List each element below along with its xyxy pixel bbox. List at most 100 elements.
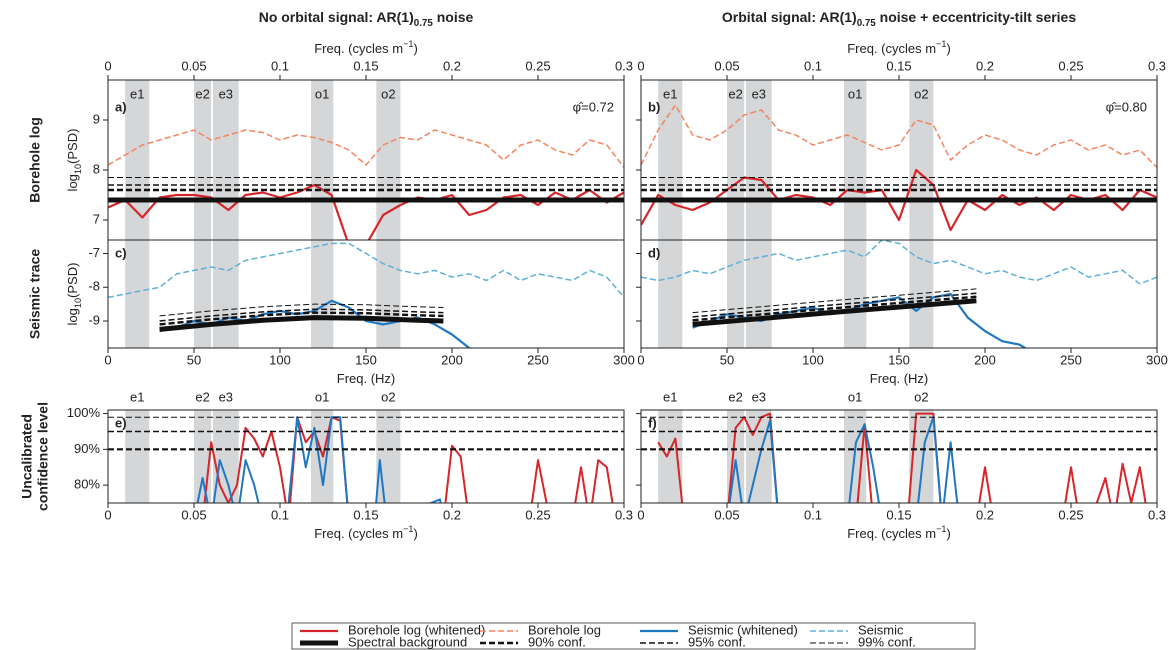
y-tick-label: -8: [88, 279, 100, 294]
x-tick-label: 0: [637, 352, 644, 367]
panel-frame: [640, 409, 1158, 504]
panel-label: a): [115, 99, 127, 114]
x-tick-label: 0.1: [271, 58, 289, 73]
x-tick-label: 0: [104, 58, 111, 73]
band-label: o2: [381, 389, 395, 404]
y-tick-label: 80%: [74, 477, 100, 492]
x-tick-label: 0: [104, 352, 111, 367]
x-tick-label: 0.3: [615, 58, 633, 73]
orbital-band: [212, 410, 239, 503]
label-part: −1: [403, 39, 413, 49]
series-line: [108, 242, 624, 299]
x-tick-label: 0.05: [181, 507, 206, 522]
series-group: [108, 242, 624, 348]
x-tick-label: 0: [637, 58, 644, 73]
orbital-band: [212, 80, 239, 348]
band-label: e1: [663, 86, 677, 101]
orbital-band: [376, 80, 401, 348]
series-line: [108, 183, 624, 240]
row-label: Seismic trace: [27, 249, 43, 339]
label-part: 0.75: [857, 18, 877, 29]
annotation: φ̂=0.80: [1106, 99, 1147, 114]
series-line: [159, 303, 444, 317]
y-tick-label: 7: [93, 211, 100, 226]
x-tick-label: 0.3: [1148, 507, 1166, 522]
x-tick-label: 0.15: [886, 58, 911, 73]
y-tick-label: -7: [88, 245, 100, 260]
series-group: [108, 416, 624, 503]
y-axis-title: log10(PSD): [65, 263, 83, 326]
row-label: confidence level: [35, 402, 51, 511]
label-part: noise + eccentricity-tilt series: [876, 9, 1077, 25]
x-axis-title: Freq. (cycles m−1): [847, 524, 951, 541]
band-label: e2: [728, 86, 742, 101]
band-label: e2: [195, 86, 209, 101]
series-line: [692, 295, 977, 322]
band-label: e1: [130, 86, 144, 101]
orbital-band: [658, 80, 683, 348]
label-part: (PSD): [65, 129, 80, 164]
label-part: Freq. (cycles m: [314, 526, 403, 541]
band-label: e3: [752, 389, 766, 404]
series-line: [159, 311, 444, 326]
x-tick-label: 250: [1060, 352, 1082, 367]
x-tick-label: 0.2: [443, 58, 461, 73]
annotation: φ̂=0.72: [573, 99, 614, 114]
series-line: [657, 412, 1147, 503]
x-axis-title: Freq. (cycles m−1): [847, 39, 951, 56]
band-label: o2: [381, 86, 395, 101]
band-label: e1: [663, 389, 677, 404]
series-line: [108, 129, 624, 168]
series-group: [641, 412, 1157, 503]
x-axis-title: Freq. (cycles m−1): [314, 39, 418, 56]
panel-frame: [107, 79, 625, 241]
orbital-band: [658, 410, 683, 503]
x-tick-label: 150: [355, 352, 377, 367]
y-tick-label: 90%: [74, 441, 100, 456]
x-axis-title: Freq. (Hz): [870, 371, 929, 386]
band-label: o1: [848, 389, 862, 404]
panel-label: f): [648, 415, 657, 430]
panel-label: e): [115, 415, 127, 430]
orbital-band: [125, 410, 150, 503]
x-tick-label: 0.25: [1058, 58, 1083, 73]
label-part: log: [65, 308, 80, 325]
label-part: ): [946, 41, 950, 56]
label-part: −1: [403, 524, 413, 534]
band-label: e3: [219, 86, 233, 101]
orbital-band: [727, 80, 745, 348]
panel-frame: [107, 409, 625, 504]
x-tick-label: 100: [269, 352, 291, 367]
label-part: 10: [73, 164, 83, 174]
y-tick-label: 8: [93, 161, 100, 176]
series-group: [641, 240, 1157, 348]
x-tick-label: 0.15: [353, 58, 378, 73]
x-tick-label: 50: [187, 352, 201, 367]
x-tick-label: 0.25: [525, 507, 550, 522]
x-tick-label: 0.05: [714, 58, 739, 73]
orbital-band: [310, 80, 334, 348]
band-label: e3: [752, 86, 766, 101]
legend-label: 95% conf.: [688, 634, 746, 649]
x-tick-label: 0.1: [271, 507, 289, 522]
label-part: 10: [73, 298, 83, 308]
panel-frame: [640, 239, 1158, 349]
x-axis-title: Freq. (Hz): [337, 371, 396, 386]
label-part: 0.75: [414, 18, 434, 29]
y-tick-label: -9: [88, 312, 100, 327]
x-tick-label: 0.2: [976, 507, 994, 522]
band-label: o1: [848, 86, 862, 101]
row-label: Uncalibrated: [19, 414, 35, 499]
label-part: Freq. (Hz): [337, 371, 396, 386]
column-title: No orbital signal: AR(1)0.75 noise: [259, 9, 474, 29]
panel-frame: [640, 79, 1158, 241]
x-tick-label: 0.15: [886, 507, 911, 522]
x-tick-label: 0.05: [714, 507, 739, 522]
legend-box: [291, 622, 976, 650]
label-part: ): [946, 526, 950, 541]
series-line: [692, 288, 977, 314]
label-part: noise: [433, 9, 474, 25]
series-line: [641, 240, 1157, 285]
